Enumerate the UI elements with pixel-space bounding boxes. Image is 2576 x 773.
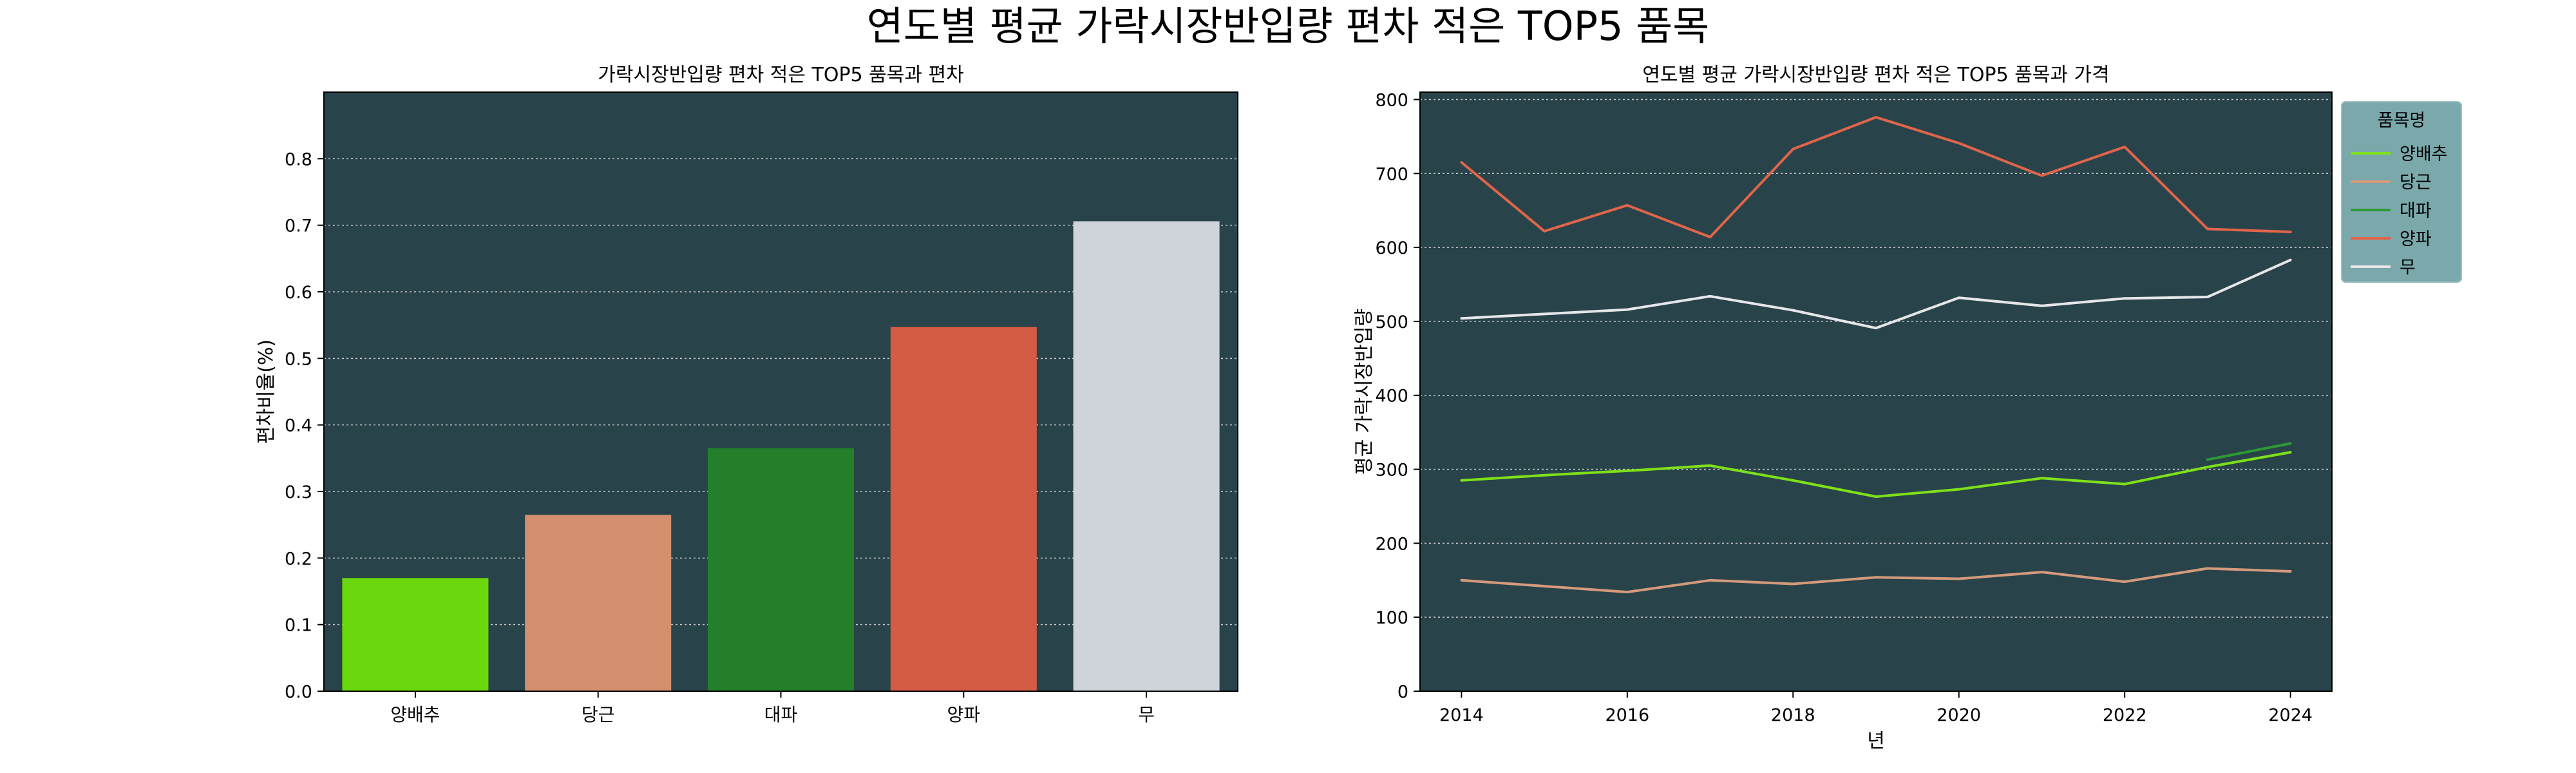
line-y-tick-label: 300	[1375, 461, 1408, 481]
bar-y-tick-label: 0.3	[285, 482, 312, 502]
bar-y-tick-label: 0.4	[285, 416, 312, 436]
line-y-axis: 0 100 200 300 400 500 600 700 800	[1375, 90, 1420, 702]
bar-x-tick-label: 양배추	[390, 704, 440, 725]
bar-1	[342, 578, 488, 691]
line-y-tick-label: 800	[1375, 90, 1408, 110]
bar-x-tick-label: 양파	[947, 704, 981, 725]
line-y-axis-label: 평균 가락시장반입량	[1353, 309, 1376, 475]
bar-y-tick-label: 0.1	[285, 616, 312, 636]
legend-label-2: 당근	[2400, 173, 2432, 193]
line-chart-title: 연도별 평균 가락시장반입량 편차 적은 TOP5 품목과 가격	[1642, 64, 2109, 86]
bar-chart: 0.0 0.1 0.2 0.3 0.4 0.5 0.6 0.7 0.8 양배추 당근 대파 양파 무 가…	[255, 64, 1238, 725]
bar-y-tick-label: 0.6	[285, 283, 312, 303]
line-plot-area	[1420, 92, 2332, 691]
line-x-tick-label: 2014	[1439, 705, 1484, 725]
bar-y-tick-label: 0.8	[285, 149, 312, 169]
bar-x-tick-label: 대파	[764, 704, 798, 725]
line-y-tick-label: 0	[1397, 682, 1408, 702]
bar-chart-title: 가락시장반입량 편차 적은 TOP5 품목과 편차	[598, 64, 963, 86]
legend-label-4: 양파	[2400, 229, 2432, 249]
line-x-tick-label: 2018	[1771, 705, 1815, 725]
bar-4	[891, 327, 1037, 691]
bar-x-tick-label: 당근	[582, 704, 615, 725]
line-x-tick-label: 2016	[1605, 705, 1649, 725]
legend-label-5: 무	[2400, 258, 2416, 278]
line-x-axis: 2014 2016 2018 2020 2022 2024	[1439, 691, 2313, 725]
line-x-tick-label: 2022	[2103, 705, 2147, 725]
legend-label-1: 양배추	[2400, 144, 2448, 164]
bar-y-tick-label: 0.7	[285, 216, 312, 236]
line-y-tick-label: 700	[1375, 164, 1408, 184]
legend-label-3: 대파	[2400, 201, 2432, 221]
bar-y-tick-label: 0.0	[285, 682, 312, 702]
bar-3	[708, 448, 854, 691]
line-x-tick-label: 2020	[1937, 705, 1981, 725]
bar-y-tick-label: 0.5	[285, 349, 312, 369]
line-y-tick-label: 200	[1375, 534, 1408, 554]
bar-x-axis: 양배추 당근 대파 양파 무	[390, 691, 1155, 725]
line-y-tick-label: 100	[1375, 608, 1408, 628]
line-y-tick-label: 500	[1375, 312, 1408, 332]
bar-x-tick-label: 무	[1138, 704, 1155, 725]
line-x-tick-label: 2024	[2268, 705, 2313, 725]
bar-y-tick-label: 0.2	[285, 549, 312, 569]
bar-5	[1074, 221, 1220, 691]
legend-title: 품목명	[2378, 111, 2426, 131]
line-y-tick-label: 400	[1375, 386, 1408, 406]
bar-y-axis-label: 편차비율(%)	[255, 339, 278, 444]
line-y-tick-label: 600	[1375, 238, 1408, 258]
bar-y-axis: 0.0 0.1 0.2 0.3 0.4 0.5 0.6 0.7 0.8	[285, 149, 324, 702]
line-x-axis-label: 년	[1867, 730, 1885, 752]
bar-2	[525, 515, 671, 691]
figure-suptitle: 연도별 평균 가락시장반입량 편차 적은 TOP5 품목	[867, 3, 1709, 50]
